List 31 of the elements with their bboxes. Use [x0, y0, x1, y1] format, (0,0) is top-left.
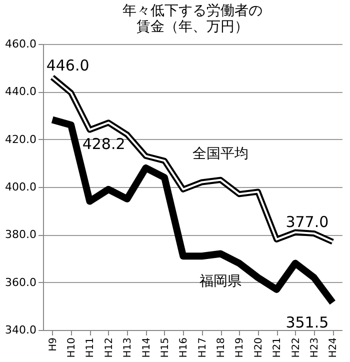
y-tick-label: 420.0: [5, 132, 36, 146]
annotation: 428.2: [82, 134, 126, 153]
text: 年々低下する労働者の: [122, 3, 262, 19]
annotation: 377.0: [286, 212, 329, 231]
y-tick-label: 380.0: [5, 228, 36, 242]
x-tick-label: H9: [48, 338, 59, 352]
x-tick-label: H17: [197, 338, 208, 358]
series-label: 全国平均: [192, 146, 249, 162]
x-tick-label: H10: [66, 338, 78, 358]
y-tick-label: 440.0: [5, 85, 36, 98]
x-tick-label: H13: [122, 338, 134, 358]
y-tick-label: 400.0: [5, 180, 36, 194]
x-tick-label: H12: [104, 338, 115, 358]
x-tick-label: H11: [85, 338, 96, 358]
annotation: 446.0: [46, 56, 90, 74]
x-tick-label: H19: [234, 338, 246, 358]
y-tick-label: 360.0: [5, 276, 36, 289]
series-label: 福岡県: [200, 274, 242, 290]
x-tick-label: H15: [160, 338, 171, 358]
text: 賃金（年、万円）: [136, 19, 248, 35]
x-tick-label: H23: [309, 338, 320, 358]
x-tick-label: H24: [328, 338, 340, 358]
x-tick-label: H16: [178, 338, 190, 358]
x-tick-label: H20: [253, 338, 264, 358]
y-tick-label: 340.0: [5, 324, 36, 336]
x-tick-label: H14: [141, 338, 152, 358]
annotation: 351.5: [286, 314, 329, 332]
x-tick-label: H18: [216, 338, 228, 358]
x-tick-label: H22: [290, 338, 302, 358]
x-tick-label: H21: [272, 338, 284, 358]
y-tick-label: 460.0: [5, 38, 36, 50]
